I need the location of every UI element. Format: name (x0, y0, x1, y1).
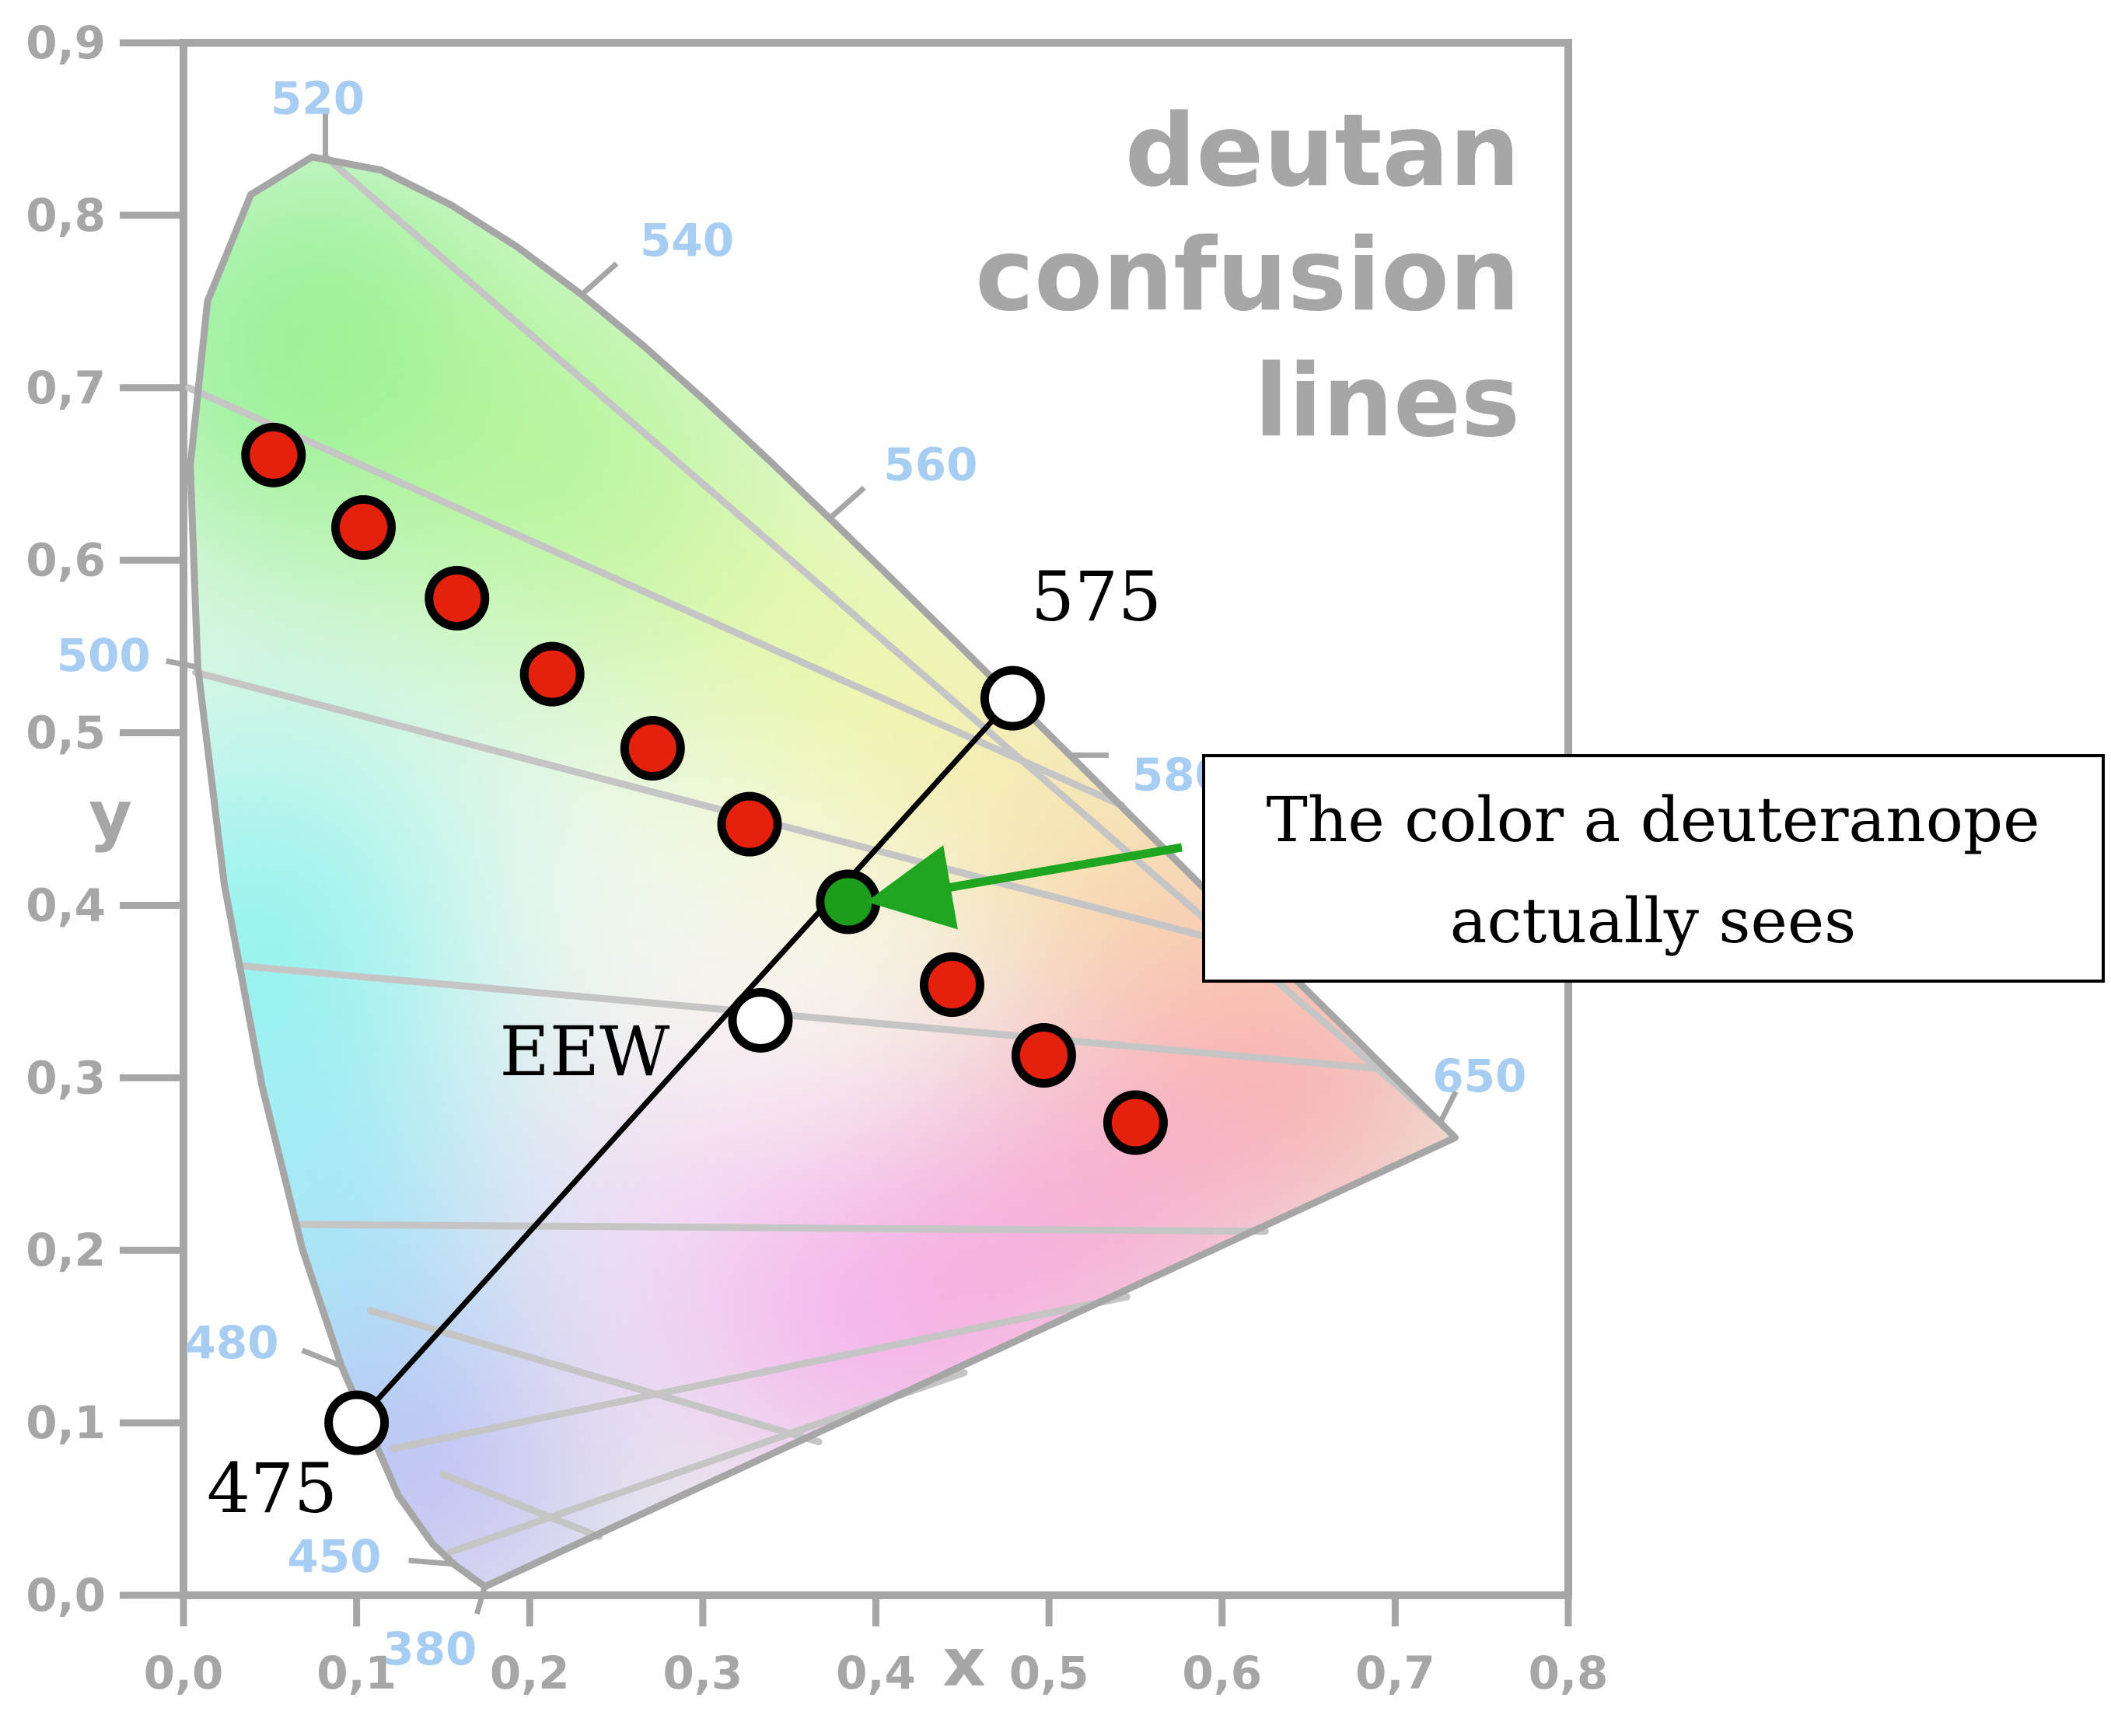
y-tick-label: 0,8 (26, 189, 106, 242)
wavelength-label-480: 480 (185, 1316, 279, 1369)
confusion-line-4 (235, 962, 1389, 1073)
gamut-color-blob (190, 745, 448, 1134)
perceived-color-point (816, 869, 881, 934)
confusion-line-9 (439, 1471, 603, 1541)
red-point-9 (1103, 1090, 1168, 1155)
red-point-7 (919, 952, 984, 1018)
y-tick-label: 0,2 (26, 1224, 106, 1277)
y-tick-label: 0,0 (26, 1569, 106, 1622)
wavelength-label-500: 500 (57, 629, 151, 682)
point-475 (324, 1390, 390, 1455)
y-tick-label: 0,6 (26, 534, 106, 587)
x-tick-label: 0,8 (1529, 1647, 1609, 1699)
confusion-line-2 (185, 384, 1126, 809)
label-575: 575 (1031, 557, 1162, 637)
gamut-color-blob (912, 1044, 1255, 1387)
wavelength-label-650: 650 (1432, 1050, 1526, 1102)
red-points-series (241, 422, 1168, 1155)
y-axis-title: y (89, 777, 132, 854)
red-point-4 (519, 641, 585, 707)
wavelength-tick-540 (579, 261, 619, 297)
label-eew: EEW (500, 1011, 670, 1092)
wavelength-tick-380 (474, 1585, 488, 1615)
x-tick-label: 0,1 (316, 1647, 397, 1699)
red-point-2 (331, 495, 397, 561)
chart-title-line-1: deutan (1125, 93, 1520, 209)
eew-connector-line (355, 696, 1015, 1425)
x-tick-label: 0,4 (836, 1647, 916, 1699)
wavelength-tick-500 (166, 658, 198, 670)
callout-arrow (866, 843, 1183, 930)
wavelength-tick-650 (1438, 1090, 1459, 1124)
callout-line-1: The color a deuteranope (1267, 784, 2040, 856)
x-axis-ticks: 0,0 0,1 0,2 0,3 0,4 0,5 0,6 0,7 0,8 (144, 1595, 1609, 1699)
callout-box (1202, 754, 2105, 983)
wavelength-tick-560 (827, 485, 866, 522)
confusion-line-6 (389, 1293, 1131, 1452)
red-point-3 (425, 565, 490, 630)
wavelength-label-450: 450 (287, 1530, 381, 1583)
x-tick-label: 0,0 (144, 1647, 224, 1699)
red-point-1 (241, 422, 306, 487)
wavelength-label-380: 380 (383, 1622, 477, 1675)
annotated-points (324, 665, 1045, 1455)
red-point-5 (620, 716, 685, 781)
point-eew (728, 987, 793, 1053)
y-tick-label: 0,3 (26, 1051, 106, 1104)
wavelength-label-520: 520 (271, 72, 365, 124)
callout-line-2: actually sees (1450, 885, 1856, 957)
y-tick-label: 0,5 (26, 707, 106, 760)
x-axis-title: x (942, 1624, 985, 1702)
x-tick-label: 0,6 (1182, 1647, 1262, 1699)
red-point-6 (717, 791, 782, 857)
y-axis-ticks: 0,0 0,1 0,2 0,3 0,4 0,5 0,6 0,7 0,8 0,9 (26, 16, 183, 1622)
wavelength-tick-450 (408, 1557, 456, 1567)
y-tick-label: 0,4 (26, 878, 106, 931)
chart-title-line-2: confusion (975, 218, 1520, 334)
red-point-8 (1011, 1022, 1076, 1088)
label-475: 475 (207, 1448, 337, 1528)
confusion-line-8 (366, 1307, 823, 1446)
wavelength-label-540: 540 (640, 214, 734, 267)
y-tick-label: 0,9 (26, 16, 106, 69)
chart-title-line-3: lines (1254, 344, 1520, 459)
x-tick-label: 0,7 (1355, 1647, 1435, 1699)
wavelength-tick-480 (301, 1347, 342, 1369)
y-tick-label: 0,7 (26, 362, 106, 414)
x-tick-label: 0,2 (490, 1647, 570, 1699)
y-tick-label: 0,1 (26, 1396, 106, 1449)
confusion-line-5 (297, 1221, 1269, 1235)
wavelength-label-560: 560 (883, 438, 977, 491)
x-tick-label: 0,5 (1009, 1647, 1089, 1699)
point-575 (980, 665, 1045, 731)
spectral-locus-outline (187, 153, 1459, 1591)
x-tick-label: 0,3 (663, 1647, 743, 1699)
